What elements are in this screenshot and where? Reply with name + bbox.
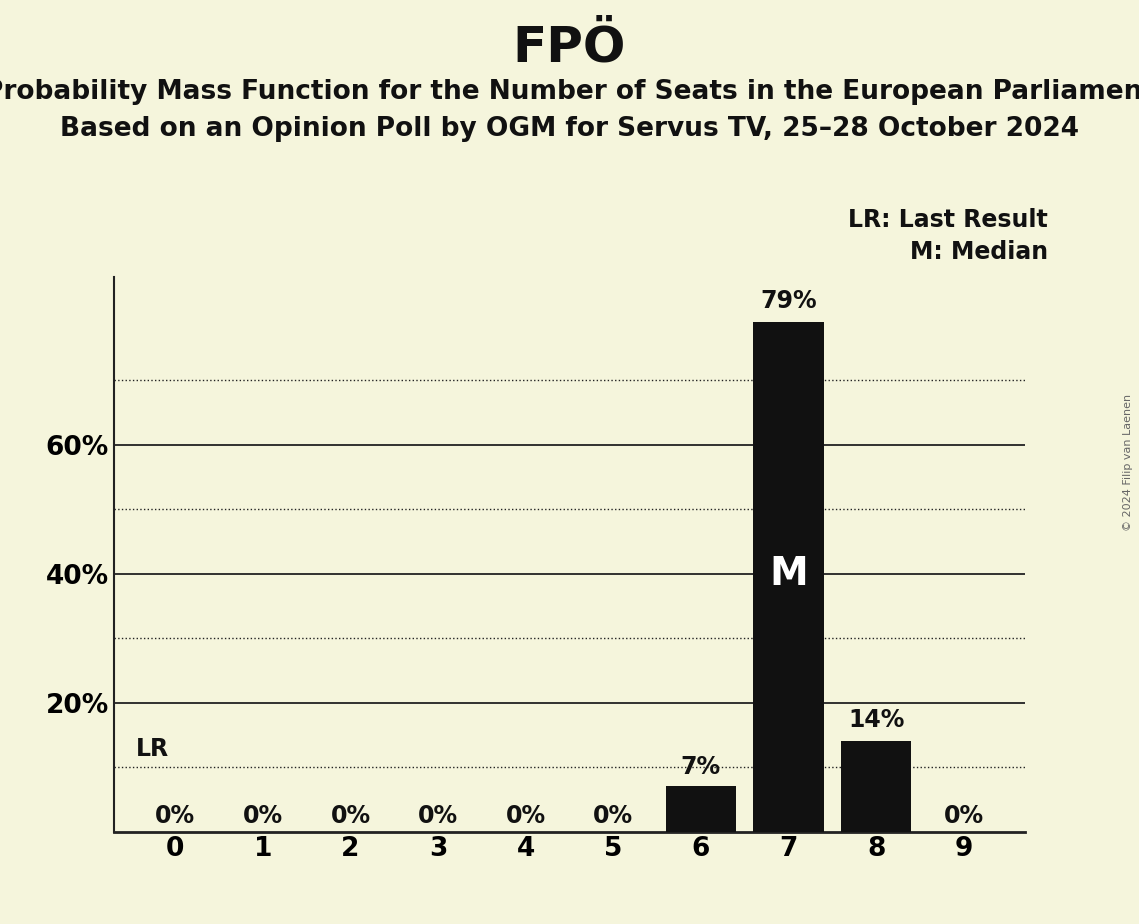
Text: © 2024 Filip van Laenen: © 2024 Filip van Laenen — [1123, 394, 1133, 530]
Text: M: M — [769, 554, 808, 592]
Text: 0%: 0% — [593, 805, 633, 829]
Text: Based on an Opinion Poll by OGM for Servus TV, 25–28 October 2024: Based on an Opinion Poll by OGM for Serv… — [60, 116, 1079, 141]
Text: 14%: 14% — [847, 708, 904, 732]
Text: M: Median: M: Median — [910, 240, 1048, 264]
Text: 0%: 0% — [418, 805, 458, 829]
Bar — [754, 322, 823, 832]
Text: 79%: 79% — [760, 288, 817, 312]
Bar — [841, 741, 911, 832]
Text: 0%: 0% — [330, 805, 370, 829]
Text: FPÖ: FPÖ — [513, 23, 626, 71]
Text: Probability Mass Function for the Number of Seats in the European Parliament: Probability Mass Function for the Number… — [0, 79, 1139, 104]
Text: 0%: 0% — [243, 805, 282, 829]
Text: 0%: 0% — [155, 805, 195, 829]
Text: LR: Last Result: LR: Last Result — [849, 208, 1048, 232]
Text: 7%: 7% — [681, 755, 721, 779]
Text: 0%: 0% — [506, 805, 546, 829]
Bar — [666, 786, 736, 832]
Text: 0%: 0% — [944, 805, 984, 829]
Text: LR: LR — [136, 736, 169, 760]
